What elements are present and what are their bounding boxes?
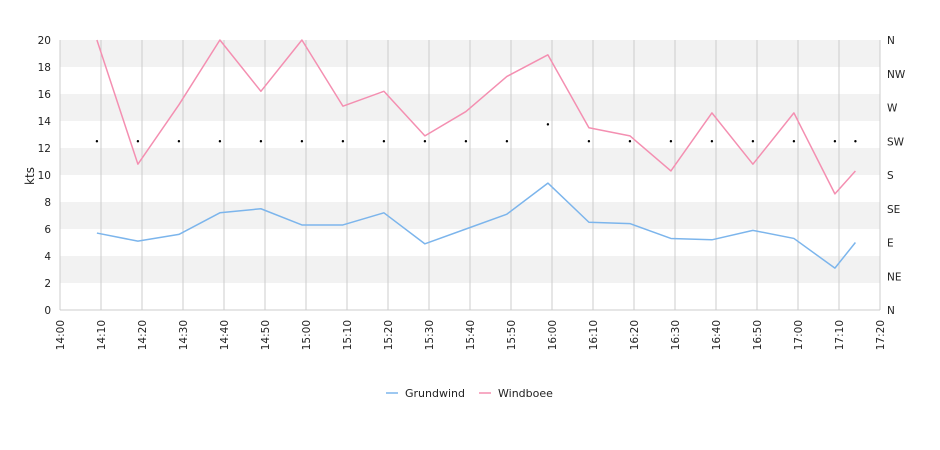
x-tick-label: 15:50 bbox=[506, 320, 518, 350]
right-tick-label: NE bbox=[887, 271, 902, 283]
direction-point bbox=[382, 140, 386, 143]
x-tick-label: 14:10 bbox=[96, 320, 108, 350]
direction-point bbox=[218, 140, 222, 143]
direction-markers bbox=[95, 123, 857, 143]
x-tick-label: 14:50 bbox=[260, 320, 272, 350]
x-tick-label: 16:30 bbox=[670, 320, 682, 350]
y-tick-label: 10 bbox=[38, 170, 51, 182]
x-tick-label: 16:40 bbox=[711, 320, 723, 350]
direction-point bbox=[95, 140, 99, 143]
y-axis-right: N NE E SE S SW W NW N bbox=[887, 35, 906, 317]
x-tick-label: 17:10 bbox=[834, 320, 846, 350]
direction-point bbox=[587, 140, 591, 143]
direction-point bbox=[259, 140, 263, 143]
x-tick-label: 15:30 bbox=[424, 320, 436, 350]
direction-point bbox=[546, 123, 550, 126]
legend-label: Windboee bbox=[498, 387, 553, 400]
direction-point bbox=[833, 140, 837, 143]
x-tick-label: 14:30 bbox=[178, 320, 190, 350]
x-gridlines bbox=[59, 40, 881, 311]
right-tick-label: NW bbox=[887, 69, 906, 81]
direction-point bbox=[751, 140, 755, 143]
x-tick-label: 15:00 bbox=[301, 320, 313, 350]
series-layer bbox=[96, 39, 856, 269]
y-tick-label: 4 bbox=[44, 251, 51, 263]
x-axis: 14:00 14:10 14:20 14:30 14:40 14:50 15:00 15:10… bbox=[55, 320, 887, 350]
x-tick-label: 17:00 bbox=[793, 320, 805, 350]
y-tick-label: 8 bbox=[44, 197, 51, 209]
direction-point bbox=[854, 140, 857, 143]
direction-point bbox=[177, 140, 181, 143]
y-tick-label: 16 bbox=[38, 89, 52, 101]
y-axis-left: 0 2 4 6 8 10 12 14 16 18 20 bbox=[38, 35, 52, 317]
series-line-windboee bbox=[96, 39, 856, 195]
x-tick-label: 14:40 bbox=[219, 320, 231, 350]
direction-point bbox=[341, 140, 345, 143]
x-tick-label: 14:20 bbox=[137, 320, 149, 350]
y-tick-label: 2 bbox=[44, 278, 51, 290]
right-tick-label: W bbox=[887, 103, 898, 115]
x-tick-label: 15:20 bbox=[383, 320, 395, 350]
y-tick-label: 12 bbox=[38, 143, 51, 155]
series-line-grundwind bbox=[96, 182, 856, 269]
legend-label: Grundwind bbox=[405, 387, 465, 400]
x-tick-label: 14:00 bbox=[55, 320, 67, 350]
legend: Grundwind Windboee bbox=[386, 387, 553, 400]
direction-point bbox=[628, 140, 632, 143]
x-tick-label: 16:20 bbox=[629, 320, 641, 350]
y-tick-label: 18 bbox=[38, 62, 51, 74]
y-tick-label: 6 bbox=[44, 224, 51, 236]
right-tick-label: S bbox=[887, 170, 894, 182]
direction-point bbox=[669, 140, 673, 143]
right-tick-label: N bbox=[887, 35, 895, 47]
y-tick-label: 20 bbox=[38, 35, 51, 47]
direction-point bbox=[136, 140, 140, 143]
direction-point bbox=[300, 140, 304, 143]
x-tick-label: 15:40 bbox=[465, 320, 477, 350]
right-tick-label: N bbox=[887, 305, 895, 317]
legend-item-grundwind[interactable]: Grundwind bbox=[386, 387, 465, 400]
y-tick-label: 0 bbox=[44, 305, 51, 317]
y-axis-title: kts bbox=[23, 167, 37, 185]
right-tick-label: SE bbox=[887, 204, 900, 216]
x-tick-label: 17:20 bbox=[875, 320, 887, 350]
direction-point bbox=[464, 140, 468, 143]
direction-point bbox=[423, 140, 427, 143]
legend-item-windboee[interactable]: Windboee bbox=[479, 387, 553, 400]
direction-point bbox=[792, 140, 796, 143]
x-tick-label: 16:10 bbox=[588, 320, 600, 350]
x-tick-label: 15:10 bbox=[342, 320, 354, 350]
right-tick-label: SW bbox=[887, 136, 905, 148]
right-tick-label: E bbox=[887, 238, 894, 250]
direction-point bbox=[710, 140, 714, 143]
x-tick-label: 16:00 bbox=[547, 320, 559, 350]
y-tick-label: 14 bbox=[38, 116, 52, 128]
x-tick-label: 16:50 bbox=[752, 320, 764, 350]
direction-point bbox=[505, 140, 509, 143]
